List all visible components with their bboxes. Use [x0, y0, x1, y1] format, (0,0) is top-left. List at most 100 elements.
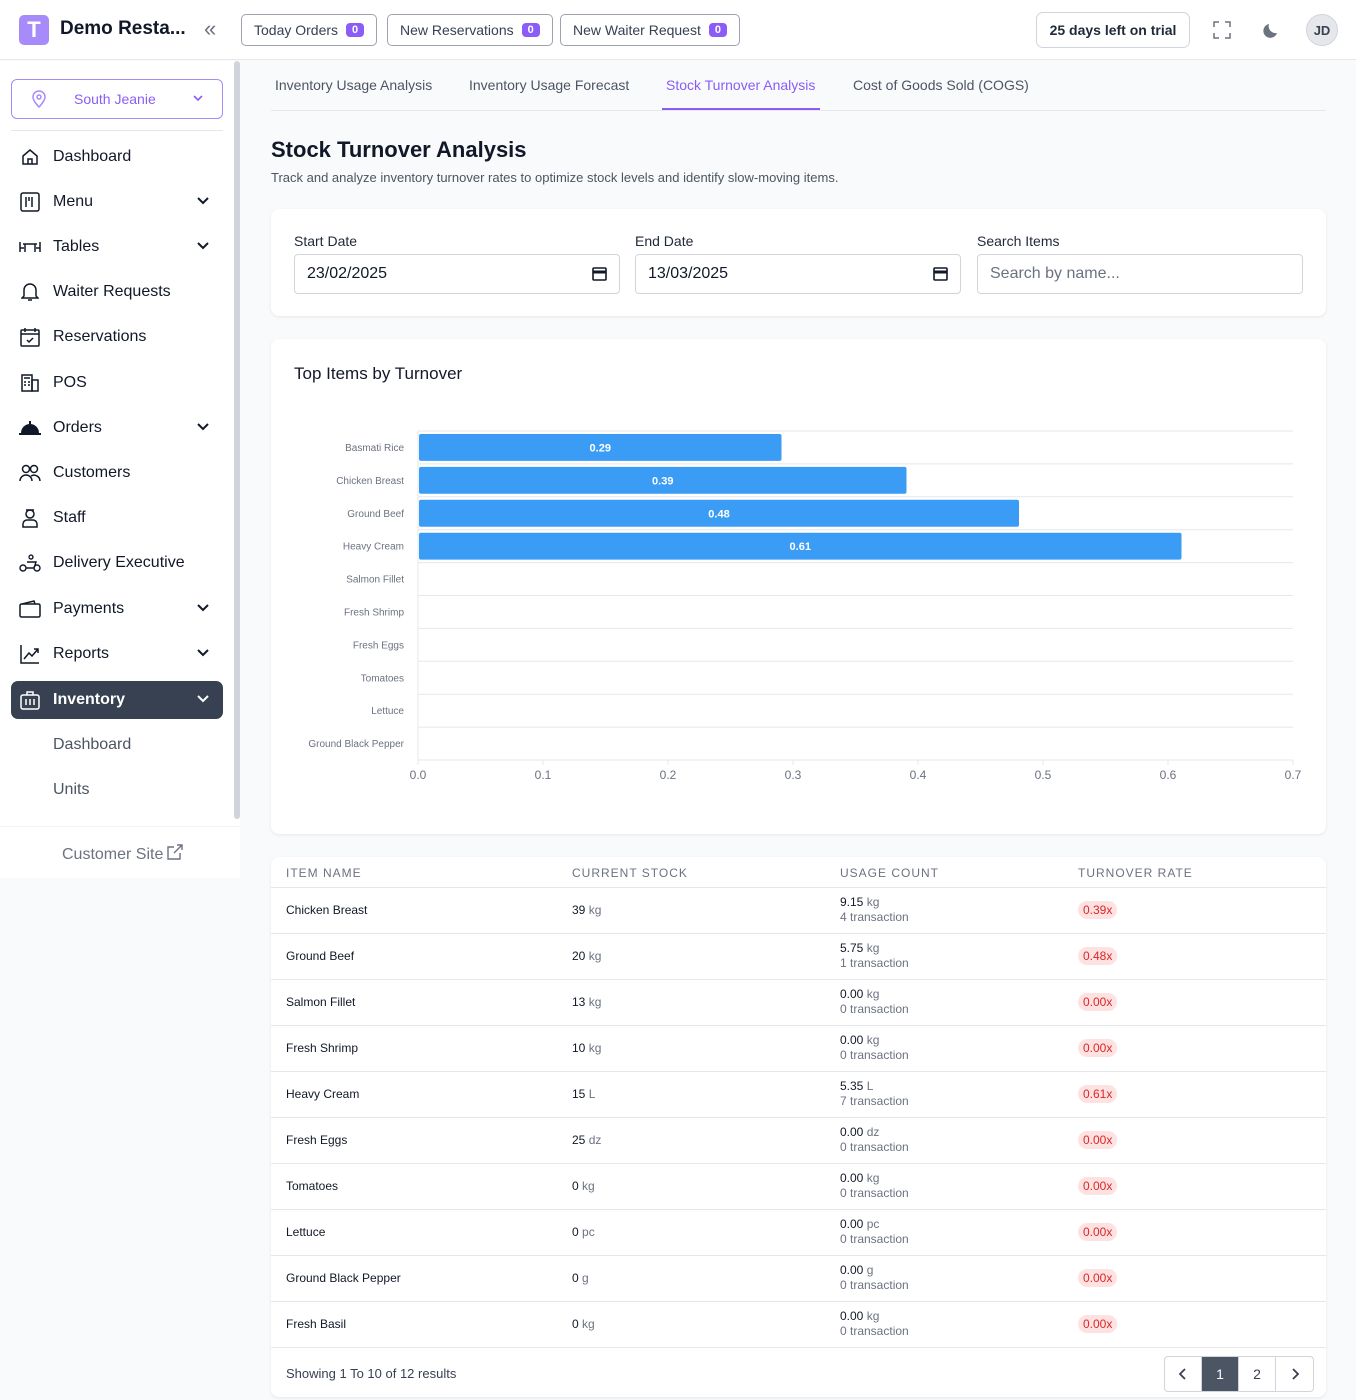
brand-name[interactable]: Demo Resta...	[60, 18, 186, 39]
home-icon	[19, 146, 41, 168]
sidebar-item-customers[interactable]: Customers	[11, 454, 223, 492]
prev-page-button[interactable]	[1165, 1357, 1202, 1391]
sidebar-item-payments[interactable]: Payments	[11, 590, 223, 628]
x-tick-label: 0.3	[785, 768, 802, 782]
stock-value: 25	[572, 1133, 586, 1147]
turnover-rate-badge: 0.00x	[1078, 993, 1118, 1011]
stock-unit: g	[582, 1271, 589, 1285]
sidebar-subitem-units[interactable]: Units	[53, 781, 90, 798]
today-orders-button[interactable]: Today Orders 0	[241, 14, 378, 46]
sidebar-item-orders[interactable]: Orders	[11, 409, 223, 447]
usage-value: 0.00	[840, 1171, 864, 1185]
start-date-input[interactable]: 23/02/2025	[294, 254, 620, 294]
wallet-icon	[19, 598, 41, 620]
table-icon	[19, 236, 41, 258]
sidebar-item-label: POS	[53, 374, 87, 391]
sidebar-item-inventory[interactable]: Inventory	[11, 681, 223, 719]
row-divider	[271, 1301, 1326, 1302]
sidebar-footer	[0, 826, 240, 878]
map-pin-icon	[32, 90, 46, 111]
column-header-turnover-rate: TURNOVER RATE	[1078, 866, 1193, 880]
tab-stock-turnover-analysis[interactable]: Stock Turnover Analysis	[666, 77, 816, 93]
usage-count: 0.00 g	[840, 1263, 873, 1277]
tab-inventory-usage-forecast[interactable]: Inventory Usage Forecast	[469, 77, 630, 93]
stock-unit: kg	[588, 903, 602, 917]
row-divider	[271, 1117, 1326, 1118]
page-1-button[interactable]: 1	[1202, 1357, 1239, 1391]
column-header-usage-count: USAGE COUNT	[840, 866, 940, 880]
usage-unit: dz	[866, 1125, 880, 1139]
item-name: Ground Black Pepper	[286, 1271, 401, 1285]
item-name: Ground Beef	[286, 949, 355, 963]
transaction-count: 0 transaction	[840, 1278, 909, 1292]
row-divider	[271, 1347, 1326, 1348]
page-2-button[interactable]: 2	[1239, 1357, 1276, 1391]
x-tick-label: 0.7	[1285, 768, 1302, 782]
sidebar-item-waiter-requests[interactable]: Waiter Requests	[11, 273, 223, 311]
sidebar-subitem-dashboard[interactable]: Dashboard	[53, 736, 132, 753]
sidebar-item-reservations[interactable]: Reservations	[11, 318, 223, 356]
row-divider	[271, 887, 1326, 888]
item-name: Salmon Fillet	[286, 995, 356, 1009]
search-input[interactable]	[990, 265, 1280, 283]
stock-unit: pc	[582, 1225, 595, 1239]
row-divider	[271, 1071, 1326, 1072]
transaction-count: 0 transaction	[840, 1140, 909, 1154]
sidebar-item-dashboard[interactable]: Dashboard	[11, 138, 223, 176]
logo: T	[19, 15, 49, 45]
user-avatar[interactable]: JD	[1306, 14, 1338, 46]
category-label: Salmon Fillet	[346, 575, 404, 586]
sidebar-item-menu[interactable]: Menu	[11, 183, 223, 221]
category-label: Basmati Rice	[345, 443, 404, 454]
tab-inventory-usage-analysis[interactable]: Inventory Usage Analysis	[275, 77, 433, 93]
category-label: Ground Black Pepper	[308, 739, 404, 750]
end-date-value: 13/03/2025	[648, 265, 729, 282]
calendar-icon[interactable]	[592, 266, 607, 286]
new-reservations-label: New Reservations	[400, 22, 514, 38]
end-date-input[interactable]: 13/03/2025	[635, 254, 961, 294]
next-page-button[interactable]	[1276, 1357, 1313, 1391]
search-items-label: Search Items	[977, 233, 1060, 249]
turnover-bar-chart: Basmati Rice 0.29 Chicken Breast 0.39 Ground…	[308, 430, 1302, 782]
chevron-down-icon	[196, 600, 210, 619]
x-tick-label: 0.0	[410, 768, 427, 782]
x-tick-label: 0.4	[910, 768, 927, 782]
tab-cogs[interactable]: Cost of Goods Sold (COGS)	[853, 77, 1029, 93]
current-stock: 0 pc	[572, 1225, 595, 1239]
chart-title: Top Items by Turnover	[294, 364, 463, 383]
fullscreen-icon[interactable]	[1210, 18, 1234, 42]
sidebar-item-pos[interactable]: POS	[11, 364, 223, 402]
customer-site-link[interactable]: Customer Site	[62, 844, 184, 865]
current-stock: 15 L	[572, 1087, 595, 1101]
data-label: 0.61	[790, 541, 811, 553]
chevron-down-icon	[192, 91, 204, 107]
collapse-sidebar-icon[interactable]: «	[204, 16, 217, 41]
dark-mode-moon-icon[interactable]	[1260, 18, 1284, 42]
stock-value: 0	[572, 1271, 579, 1285]
sidebar-item-delivery-executive[interactable]: Delivery Executive	[11, 544, 223, 582]
new-reservations-button[interactable]: New Reservations 0	[387, 14, 553, 46]
search-field[interactable]	[977, 254, 1303, 294]
sidebar-item-tables[interactable]: Tables	[11, 228, 223, 266]
trial-badge[interactable]: 25 days left on trial	[1036, 12, 1190, 48]
sidebar-scrollbar[interactable]	[234, 61, 240, 819]
chevron-down-icon	[196, 645, 210, 664]
turnover-rate-badge: 0.39x	[1078, 901, 1118, 919]
sidebar-item-reports[interactable]: Reports	[11, 635, 223, 673]
bar	[419, 434, 782, 461]
external-link-icon	[167, 844, 184, 865]
usage-value: 0.00	[840, 1033, 864, 1047]
category-label: Tomatoes	[361, 673, 404, 684]
location-select[interactable]: South Jeanie	[11, 79, 223, 119]
scooter-icon	[19, 552, 41, 574]
usage-value: 0.00	[840, 987, 864, 1001]
usage-unit: kg	[866, 895, 880, 909]
row-divider	[271, 1255, 1326, 1256]
analysis-tabs: Inventory Usage Analysis Inventory Usage…	[271, 61, 1326, 111]
end-date-label: End Date	[635, 233, 694, 249]
usage-value: 0.00	[840, 1263, 864, 1277]
calendar-icon[interactable]	[933, 266, 948, 286]
sidebar-item-staff[interactable]: Staff	[11, 499, 223, 537]
current-stock: 20 kg	[572, 949, 601, 963]
new-waiter-request-button[interactable]: New Waiter Request 0	[560, 14, 740, 46]
